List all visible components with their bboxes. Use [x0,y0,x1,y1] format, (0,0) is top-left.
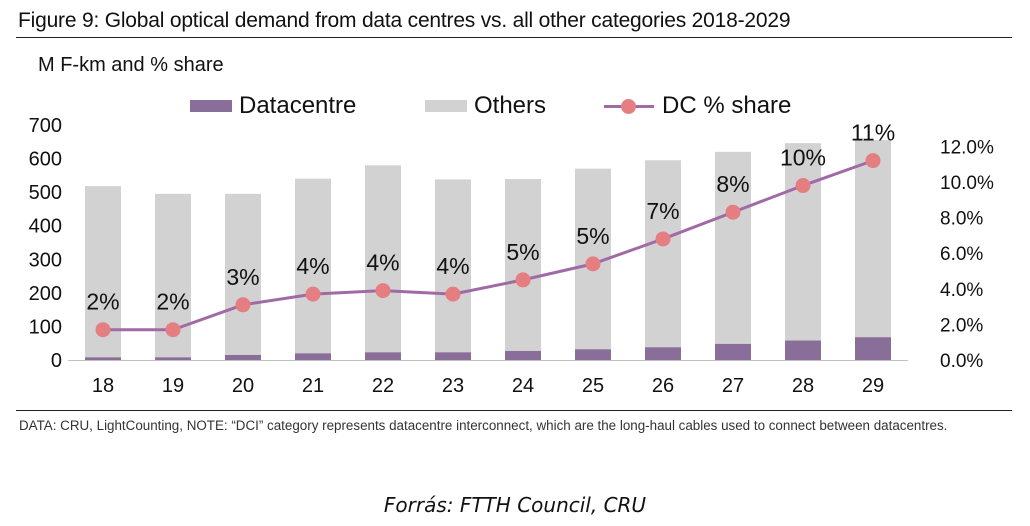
dc-share-marker [305,286,321,302]
datacentre-bar [505,350,541,360]
y-left-tick-label: 0 [51,350,62,372]
y-left-tick-label: 300 [29,249,62,271]
chart-legend: Datacentre Others DC % share [0,92,1030,122]
others-bar [855,140,891,338]
datacentre-bar [435,352,471,360]
y-right-tick-label: 8.0% [940,209,983,230]
x-tick-label: 18 [92,375,114,397]
legend-share: DC % share [604,92,791,120]
dc-share-marker [585,256,601,272]
dc-share-data-label: 5% [506,239,539,265]
y-right-tick-label: 4.0% [940,280,983,301]
unit-label: M F-km and % share [38,54,224,76]
datacentre-bar [225,354,261,360]
title-rule [16,37,1012,38]
others-bar [505,179,541,351]
others-bar [225,193,261,355]
dc-share-marker [165,322,181,338]
legend-others: Others [425,92,546,120]
dc-share-marker [375,283,391,299]
y-left-tick-label: 500 [29,182,62,204]
datacentre-bar [645,347,681,360]
others-bar [715,151,751,344]
dc-share-data-label: 7% [646,198,679,224]
x-tick-label: 28 [792,375,814,397]
others-bar [785,143,821,341]
dc-share-data-label: 8% [716,171,749,197]
x-tick-label: 20 [232,375,254,397]
others-bar [645,160,681,348]
dc-share-marker [795,178,811,194]
y-right-tick-label: 6.0% [940,244,983,265]
x-tick-label: 26 [652,375,674,397]
y-left-tick-label: 100 [29,316,62,338]
dc-share-marker [725,204,741,220]
dc-share-data-label: 3% [226,264,259,290]
x-tick-label: 22 [372,375,394,397]
dc-share-data-label: 4% [436,253,469,279]
y-left-tick-label: 600 [29,149,62,171]
dc-share-marker [655,231,671,247]
x-tick-label: 27 [722,375,744,397]
data-note: DATA: CRU, LightCounting, NOTE: “DCI” ca… [19,418,948,433]
dc-share-marker [865,153,881,169]
source-caption: Forrás: FTTH Council, CRU [383,493,647,517]
datacentre-bar [295,353,331,360]
y-left-tick-label: 400 [29,216,62,238]
y-right-tick-label: 10.0% [940,173,994,194]
y-left-tick-label: 200 [29,283,62,305]
datacentre-bar [575,349,611,360]
others-bar [365,165,401,353]
x-tick-label: 24 [512,375,534,397]
y-right-tick-label: 2.0% [940,315,983,336]
share-line-swatch [604,96,654,116]
dc-share-data-label: 4% [296,253,329,279]
x-tick-label: 23 [442,375,464,397]
dc-share-data-label: 10% [780,145,826,171]
dc-share-data-label: 11% [851,120,895,146]
figure-title: Figure 9: Global optical demand from dat… [18,9,791,32]
datacentre-swatch [190,100,232,112]
y-left-tick-label: 700 [29,115,62,137]
datacentre-bar [155,357,191,360]
dc-share-marker [515,272,531,288]
dc-share-data-label: 2% [86,289,119,315]
dc-share-marker [445,286,461,302]
legend-datacentre-label: Datacentre [239,92,357,119]
chart-plot: 0 100 200 300 400 500 600 700 0.0% 2.0% 4.0% 6.0% 8.… [29,115,994,397]
x-tick-label: 21 [302,375,324,397]
legend-others-label: Others [474,92,547,119]
datacentre-bar [855,337,891,360]
others-bar [295,178,331,354]
dc-share-data-label: 2% [156,289,189,315]
others-swatch [425,100,467,112]
dc-share-line [103,159,874,332]
note-rule [16,410,1012,411]
others-bar [435,179,471,353]
dc-share-marker [235,297,251,313]
datacentre-bar [715,343,751,360]
x-tick-label: 25 [582,375,604,397]
dc-share-data-label: 5% [576,223,609,249]
datacentre-bar [785,340,821,360]
legend-share-label: DC % share [662,92,792,119]
dc-share-data-label: 4% [366,250,399,276]
x-tick-label: 19 [162,375,184,397]
y-right-tick-label: 0.0% [940,351,983,372]
datacentre-bar [365,352,401,360]
x-tick-label: 29 [862,375,884,397]
y-right-tick-label: 12.0% [940,137,994,158]
datacentre-bar [85,357,121,360]
legend-datacentre: Datacentre [190,92,356,120]
dc-share-marker [95,322,111,338]
